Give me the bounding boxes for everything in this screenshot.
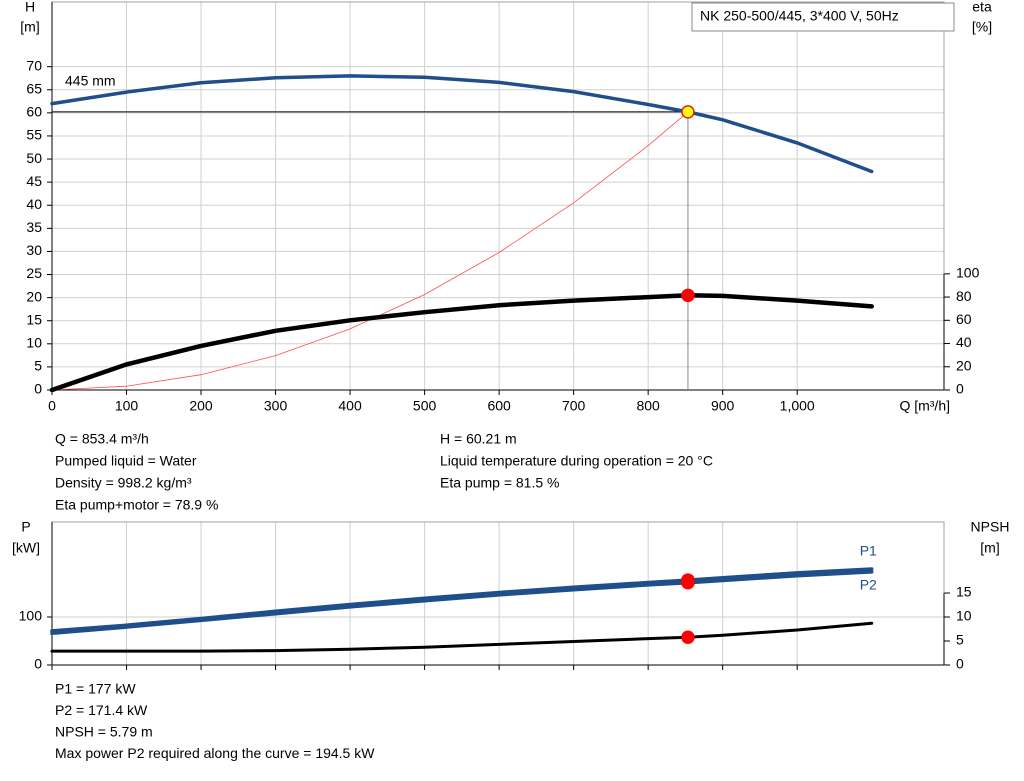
x-tick-label: 700 [562,398,586,414]
y2-tick-label: 5 [956,632,964,648]
y2-tick-label: 60 [956,311,972,327]
y2-tick-label: 0 [956,656,964,672]
x-tick-label: 600 [487,398,511,414]
series-label: P2 [860,577,877,593]
y-tick-label: 25 [26,265,42,281]
info-text: Eta pump+motor = 78.9 % [55,497,218,513]
info-text: Max power P2 required along the curve = … [55,745,375,761]
y2-tick-label: 20 [956,357,972,373]
curve [50,570,874,636]
x-tick-label: 1,000 [780,398,815,414]
x-tick-label: 100 [115,398,139,414]
y-tick-label: 55 [26,127,42,143]
curve [50,567,874,633]
y2-axis-label: [m] [980,540,999,556]
y-tick-label: 70 [26,57,42,73]
operating-point [681,105,695,119]
y-axis-label: [kW] [12,540,40,556]
y-tick-label: 50 [26,150,42,166]
info-text: Density = 998.2 kg/m³ [55,475,192,491]
info-text: H = 60.21 m [440,431,517,447]
y2-tick-label: 40 [956,334,972,350]
y2-tick-label: 100 [956,265,980,281]
x-tick-label: 0 [48,398,56,414]
curve [49,293,874,393]
y-tick-label: 20 [26,288,42,304]
curve-annotation: 445 mm [65,73,116,89]
info-text: P1 = 177 kW [55,681,136,697]
y-axis-label: H [25,0,35,15]
x-tick-label: 300 [264,398,288,414]
x-tick-label: 800 [636,398,660,414]
curve [50,74,874,174]
y-tick-label: 0 [34,381,42,397]
info-text: NPSH = 5.79 m [55,724,153,740]
y2-axis-label: NPSH [971,519,1010,535]
y-tick-label: 40 [26,196,42,212]
x-tick-label: 500 [413,398,437,414]
info-text: Pumped liquid = Water [55,453,197,469]
y-tick-label: 35 [26,219,42,235]
y-tick-label: 30 [26,242,42,258]
y2-axis-label: [%] [972,19,992,35]
y-axis-label: P [21,519,30,535]
y-axis-label: [m] [20,19,39,35]
y-tick-label: 15 [26,311,42,327]
chart-title: NK 250-500/445, 3*400 V, 50Hz [700,8,899,24]
y2-tick-label: 80 [956,288,972,304]
y2-tick-label: 10 [956,608,972,624]
x-tick-label: 900 [711,398,735,414]
y-tick-label: 45 [26,173,42,189]
curve [50,621,874,653]
y-tick-label: 5 [34,358,42,374]
info-text: Eta pump = 81.5 % [440,475,559,491]
y-tick-label: 65 [26,80,42,96]
y-tick-label: 0 [34,656,42,672]
operating-point [681,288,695,303]
plot-frame [51,1,945,391]
x-axis-label: Q [m³/h] [899,398,950,414]
info-text: Q = 853.4 m³/h [55,431,149,447]
info-text: Liquid temperature during operation = 20… [440,453,713,469]
operating-point [681,576,695,590]
series-label: P1 [860,543,877,559]
y-tick-label: 10 [26,335,42,351]
y-tick-label: 60 [26,104,42,120]
y2-axis-label: eta [972,0,992,15]
y2-tick-label: 0 [956,381,964,397]
info-text: P2 = 171.4 kW [55,702,148,718]
operating-point [681,630,695,644]
y2-tick-label: 15 [956,584,972,600]
curve [51,111,689,391]
title-box [691,2,955,32]
x-tick-label: 200 [189,398,213,414]
y-tick-label: 100 [19,608,43,624]
x-tick-label: 400 [338,398,362,414]
